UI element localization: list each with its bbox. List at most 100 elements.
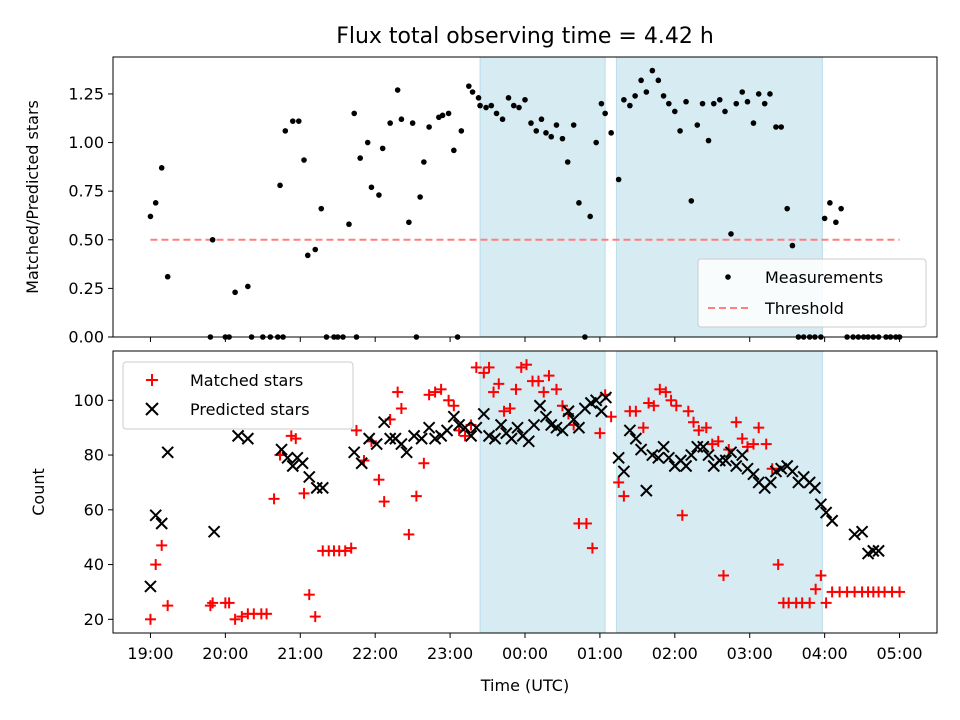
matched-star-point [459,430,471,442]
x-ticks-top [149,337,901,342]
predicted-star-point [522,435,535,448]
matched-star-point [443,394,455,406]
measurement-point [570,122,577,128]
measurement-point [722,108,728,115]
predicted-star-point [161,446,174,459]
measurement-point [466,83,472,89]
observing-windows [479,350,823,634]
matched-star-point [392,386,404,398]
measurement-point [505,95,512,101]
measurement-point [838,205,844,212]
measurement-point [733,100,740,107]
predicted-star-point [422,421,436,434]
predicted-star-point [719,454,732,467]
measurement-point [445,110,452,117]
observing-window-2 [615,350,823,634]
measurement-point [683,98,689,105]
y-tick-label: 0.75 [68,182,104,201]
measurement-point [533,128,540,134]
y-tick-label: 60 [84,500,104,519]
matched-star-point [637,422,649,434]
predicted-star-point [747,467,760,481]
matched-star-point [706,438,718,450]
matched-star-point [303,589,315,601]
y-tick-label: 1.25 [68,84,104,103]
predicted-star-point [808,481,822,495]
y-tick-label: 0.00 [68,328,104,347]
x-tick-label: 21:00 [277,644,323,663]
matched-star-point [478,367,490,379]
x-tick-label: 05:00 [876,644,922,663]
predicted-star-point [872,544,885,558]
measurement-point [409,120,416,126]
measurement-point [209,236,216,243]
matched-star-point [268,493,280,505]
predicted-star-point [617,465,631,478]
measurement-point [232,289,238,296]
legend-predicted-marker [145,402,159,416]
predicted-star-point [634,443,648,456]
measurement-point [516,104,522,111]
measurement-point [164,273,171,280]
observing-window-1 [479,56,606,338]
matched-star-point [483,361,495,373]
predicted-star-point [464,429,478,443]
measurement-point [398,116,405,123]
predicted-star-point [730,459,743,473]
measurement-point [522,96,528,103]
panel-counts: 20 40 60 80 100 19:00 20:00 21:00 22:00 23:00 00:… [29,350,938,695]
predicted-star-point [447,410,461,423]
measurement-point [627,102,633,109]
legend-top: Measurements Threshold [697,258,927,328]
predicted-star-point [764,476,777,489]
y-axis-bottom: 20 40 60 80 100 [73,391,113,629]
x-tick-label: 00:00 [502,644,548,663]
predicted-star-point [488,432,502,445]
measurement-point [158,165,165,171]
measurement-point [621,96,627,103]
matched-star-point [580,517,592,529]
matched-star-point [605,411,617,423]
matched-star-point [309,611,321,623]
y-tick-label: 80 [84,446,104,465]
predicted-star-point [697,440,710,454]
measurement-point [553,122,560,128]
matched-star-point [894,586,906,598]
measurement-point [593,139,599,146]
predicted-star-point [736,448,749,462]
matched-star-point [613,476,625,488]
measurement-point [833,219,839,226]
measurement-point [364,139,371,146]
matched-star-point [162,600,174,612]
measurement-point [346,221,352,228]
matched-star-point [261,608,273,620]
predicted-star-point [281,451,294,464]
predicted-star-point [505,432,518,445]
predicted-star-point [370,437,383,451]
predicted-star-point [848,528,861,541]
matched-star-point [810,583,822,595]
predicted-star-point [440,424,454,437]
matched-star-point [772,559,784,571]
measurement-point [649,67,656,74]
measurement-point [152,200,159,206]
matched-star-point [660,386,672,398]
matched-star-point [594,427,606,439]
predicted-star-point [539,410,553,423]
measurement-point [716,96,723,103]
measurement-point [528,120,534,126]
predicted-star-point [458,421,472,434]
predicted-star-point [395,437,408,451]
predicted-star-point [662,451,676,464]
measurement-point [439,112,446,119]
measurement-point [477,102,483,109]
measurement-point [608,130,614,136]
y-axis-label-top: Matched/Predicted stars [23,100,42,294]
predicted-star-point [231,429,245,443]
measurement-point [301,157,307,163]
predicted-star-point [652,451,665,464]
matched-star-point [665,394,677,406]
matched-star-point [345,542,357,554]
observing-window-1 [479,350,606,634]
predicted-star-point [207,525,221,538]
